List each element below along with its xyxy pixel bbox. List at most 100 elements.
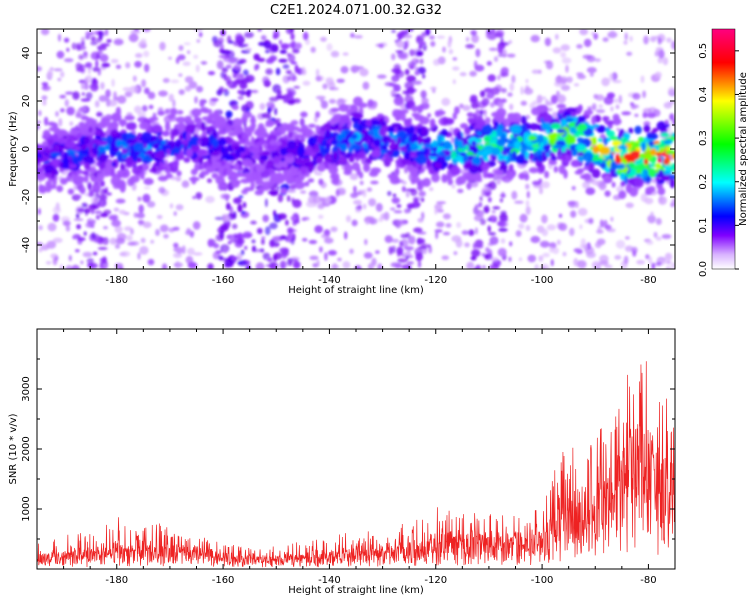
heatmap-cell: [137, 196, 142, 202]
heatmap-cell: [525, 206, 531, 216]
heatmap-cell: [470, 94, 478, 102]
heatmap-cell: [320, 36, 327, 42]
heatmap-cell: [318, 214, 324, 219]
heatmap-cell: [83, 84, 89, 90]
heatmap-cell: [134, 105, 142, 114]
heatmap-cell: [279, 39, 282, 45]
heatmap-cell: [585, 187, 596, 195]
heatmap-cell: [125, 61, 131, 69]
heatmap-cell: [671, 132, 675, 137]
heatmap-cell: [276, 185, 280, 192]
heatmap-cell: [278, 58, 288, 63]
heatmap-cell: [184, 76, 194, 84]
heatmap-cell: [368, 170, 379, 177]
heatmap-cell: [650, 36, 657, 43]
heatmap-cell: [198, 156, 204, 165]
spectrogram-ylabel: Frequency (Hz): [8, 111, 19, 187]
heatmap-cell: [525, 78, 529, 84]
heatmap-cell: [419, 58, 424, 65]
heatmap-cell: [191, 108, 202, 117]
heatmap-cell: [309, 255, 319, 261]
heatmap-cell: [508, 40, 512, 44]
heatmap-cell: [447, 178, 454, 186]
heatmap-cell: [632, 104, 640, 109]
heatmap-cell: [671, 198, 675, 207]
figure-title: C2E1.2024.071.00.32.G32: [270, 3, 442, 18]
heatmap-cell: [420, 90, 427, 99]
heatmap-cell: [377, 263, 383, 269]
heatmap-cell: [281, 250, 288, 259]
heatmap-cell: [326, 43, 333, 51]
heatmap-cell: [544, 37, 552, 47]
heatmap-cell: [65, 225, 71, 232]
heatmap-cell: [344, 231, 348, 240]
heatmap-cell: [500, 88, 507, 93]
heatmap-cell: [396, 219, 406, 227]
heatmap-cell: [391, 238, 400, 243]
heatmap-cell: [511, 190, 518, 200]
heatmap-cell: [177, 54, 186, 61]
heatmap-cell: [42, 84, 48, 90]
heatmap-cell: [435, 230, 439, 240]
heatmap-cell: [657, 37, 662, 45]
heatmap-cell: [655, 177, 661, 182]
heatmap-cell: [217, 138, 227, 146]
heatmap-cell: [307, 178, 315, 183]
x-tick-label: -100: [531, 275, 554, 286]
heatmap-cell: [404, 208, 410, 214]
heatmap-cell: [212, 113, 219, 123]
heatmap-cell: [402, 90, 409, 95]
heatmap-cell: [41, 82, 49, 86]
x-tick-label: -120: [424, 575, 447, 586]
heatmap-cell: [270, 190, 279, 196]
heatmap-cell: [552, 247, 560, 255]
heatmap-cell: [169, 203, 174, 209]
heatmap-cell: [530, 34, 540, 43]
heatmap-cell: [69, 164, 77, 169]
heatmap-cell: [384, 235, 393, 244]
heatmap-cell: [206, 119, 216, 125]
heatmap-cell: [168, 93, 174, 102]
heatmap-cell: [170, 79, 180, 84]
heatmap-cell: [269, 139, 277, 146]
heatmap-cell: [130, 241, 140, 246]
heatmap-cell: [377, 74, 387, 79]
heatmap-cell: [81, 202, 88, 208]
heatmap-cell: [329, 174, 338, 179]
heatmap-cell: [419, 116, 430, 125]
heatmap-cell: [221, 146, 225, 153]
heatmap-cell: [442, 231, 451, 236]
heatmap-cell: [447, 40, 452, 48]
heatmap-cell: [122, 132, 127, 142]
heatmap-cell: [173, 211, 177, 216]
heatmap-cell: [598, 181, 607, 191]
heatmap-cell: [519, 213, 528, 223]
heatmap-cell: [106, 39, 112, 43]
heatmap-cell: [78, 106, 87, 112]
heatmap-cell: [235, 151, 241, 158]
heatmap-cell: [358, 124, 364, 133]
heatmap-cell: [560, 84, 571, 91]
heatmap-cell: [436, 134, 443, 145]
heatmap-cell: [429, 118, 436, 129]
heatmap-cell: [573, 258, 579, 267]
heatmap-cell: [527, 135, 538, 141]
heatmap-cell: [643, 158, 649, 165]
heatmap-cell: [469, 70, 477, 77]
heatmap-cell: [523, 132, 530, 139]
heatmap-cell: [98, 195, 105, 200]
heatmap-cell: [100, 116, 111, 126]
heatmap-cell: [402, 180, 407, 185]
heatmap-cell: [348, 156, 355, 163]
heatmap-cell: [132, 75, 137, 82]
heatmap-cell: [175, 116, 186, 124]
heatmap-cell: [98, 265, 108, 269]
heatmap-cell: [133, 212, 139, 218]
heatmap-cell: [103, 209, 112, 215]
heatmap-cell: [189, 136, 200, 146]
heatmap-cell: [429, 86, 437, 91]
heatmap-cell: [231, 235, 235, 243]
heatmap-cell: [80, 144, 88, 150]
heatmap-cell: [76, 109, 82, 118]
heatmap-cell: [140, 173, 145, 180]
